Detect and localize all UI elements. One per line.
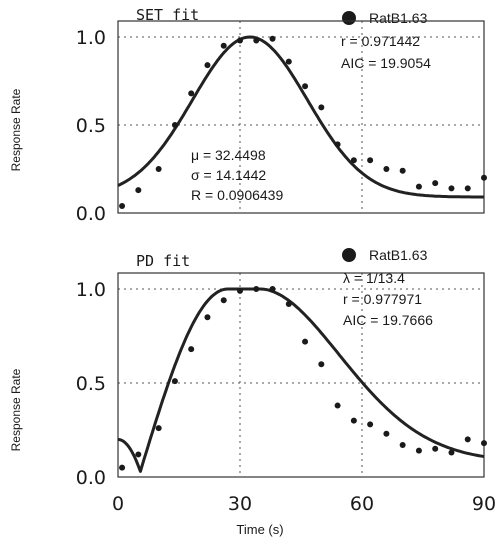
data-point: [399, 167, 406, 174]
data-point: [269, 286, 276, 292]
panel-1-param-mu: μ = 32.4498: [191, 147, 266, 163]
panel-2-stat-r: r = 0.977971: [343, 291, 422, 307]
x-tick-label: 30: [228, 493, 252, 515]
panel-1-stat-aic: AIC = 19.9054: [341, 55, 431, 71]
data-point: [367, 157, 374, 164]
data-point: [415, 183, 422, 190]
panel-2-title: PD fit: [136, 252, 190, 270]
data-point: [302, 83, 309, 90]
panel-1-legend-label: RatB1.63: [369, 10, 428, 26]
panel-2-plot: 0.0 0.5 1.0 0 30 60 90: [76, 272, 496, 515]
plot-frame: [117, 20, 485, 214]
data-point: [432, 180, 439, 187]
data-point: [399, 442, 406, 449]
data-point: [155, 166, 162, 172]
data-point: [334, 141, 341, 148]
data-point: [334, 402, 341, 409]
panel-1-plot: 0.0 0.5 1.0: [76, 20, 487, 225]
data-point: [171, 378, 178, 385]
data-point: [253, 37, 260, 44]
plot-frame: [117, 272, 485, 478]
data-point: [269, 35, 276, 42]
y-axis-label-bottom: Response Rate: [9, 368, 23, 451]
data-point: [220, 297, 227, 304]
data-point: [415, 447, 422, 454]
data-point: [302, 338, 309, 345]
data-point: [220, 42, 227, 49]
y-tick-label: 1.0: [76, 279, 106, 301]
data-point: [448, 449, 455, 456]
data-point: [253, 286, 260, 292]
data-point: [383, 430, 390, 437]
data-point: [432, 445, 439, 452]
data-point: [135, 187, 142, 194]
y-axis-label-top: Response Rate: [9, 88, 23, 171]
panel-1-param-sigma: σ = 14.1442: [191, 167, 266, 183]
data-point: [464, 436, 471, 443]
data-point: [383, 166, 390, 172]
data-point: [285, 301, 292, 308]
data-point: [318, 361, 325, 368]
x-tick-label: 60: [350, 493, 374, 515]
y-tick-label: 0.5: [76, 373, 106, 395]
panel-1-param-r: R = 0.0906439: [191, 187, 283, 203]
data-point: [464, 185, 471, 192]
data-point: [318, 104, 325, 111]
data-point: [481, 174, 487, 181]
x-tick-label: 0: [112, 493, 124, 515]
fit-curve: [117, 287, 485, 473]
panel-2-stat-aic: AIC = 19.7666: [343, 312, 433, 328]
data-point: [448, 185, 455, 192]
panel-1-title: SET fit: [136, 6, 199, 24]
panel-1-stat-r: r = 0.971442: [341, 33, 420, 49]
panel-1-legend-marker: [342, 11, 356, 25]
data-point: [367, 421, 374, 428]
data-point: [119, 202, 126, 209]
data-point: [204, 62, 211, 69]
y-tick-label: 0.0: [76, 203, 106, 225]
data-point: [350, 157, 357, 164]
data-point: [188, 346, 195, 353]
fit-curve: [117, 35, 484, 199]
data-point: [188, 90, 195, 97]
x-axis-label: Time (s): [236, 522, 283, 537]
y-tick-label: 0.5: [76, 115, 106, 137]
data-point: [204, 314, 211, 321]
panel-2-stat-lambda: λ = 1/13.4: [343, 270, 405, 286]
panel-2-legend-marker: [342, 248, 356, 262]
data-point: [155, 425, 162, 432]
data-point: [285, 58, 292, 65]
y-tick-label: 0.0: [76, 467, 106, 489]
panel-2-legend-label: RatB1.63: [369, 247, 428, 263]
y-tick-label: 1.0: [76, 27, 106, 49]
data-point: [237, 287, 243, 294]
data-point: [119, 464, 126, 471]
x-tick-label: 90: [472, 493, 496, 515]
data-point: [481, 440, 487, 447]
data-point: [350, 417, 357, 424]
data-point: [171, 122, 178, 128]
data-point: [237, 37, 243, 44]
data-point: [135, 451, 142, 458]
